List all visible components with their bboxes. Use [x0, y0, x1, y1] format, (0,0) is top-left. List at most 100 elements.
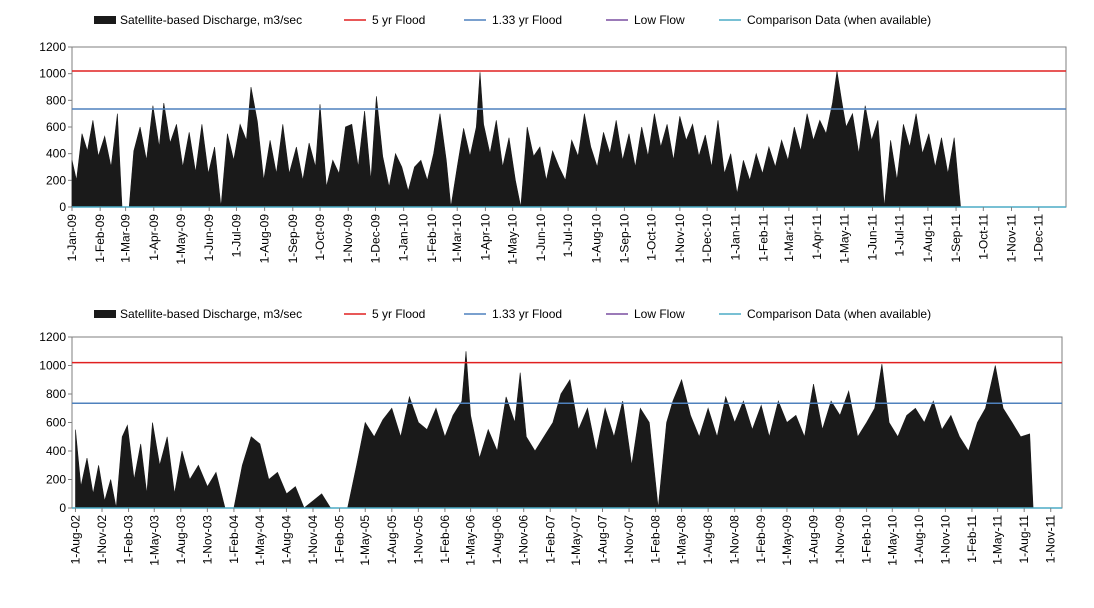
y-tick-label: 400 — [46, 444, 66, 458]
x-tick-label: 1-Feb-10 — [425, 214, 439, 263]
x-tick-label: 1-Nov-03 — [200, 515, 214, 565]
legend-item: 1.33 yr Flood — [464, 307, 562, 321]
x-tick-label: 1-Jul-09 — [230, 214, 244, 258]
y-tick-label: 600 — [46, 120, 66, 134]
x-tick-label: 1-Feb-07 — [543, 515, 557, 564]
x-tick-label: 1-Apr-11 — [810, 214, 824, 260]
x-tick-label: 1-Dec-11 — [1032, 214, 1046, 263]
x-tick-label: 1-Dec-10 — [700, 214, 714, 264]
x-axis: 1-Jan-09 1-Feb-09 1-Mar-09 1-Apr-09 1-May-09… — [65, 207, 1046, 265]
x-tick-label: 1-Jun-10 — [534, 214, 548, 262]
x-tick-label: 1-Jan-10 — [397, 214, 411, 262]
x-tick-label: 1-Nov-10 — [938, 515, 952, 565]
x-tick-label: 1-Feb-04 — [227, 515, 241, 564]
legend-label: Low Flow — [634, 307, 685, 321]
x-tick-label: 1-Nov-09 — [341, 214, 355, 264]
x-tick-label: 1-Feb-10 — [860, 515, 874, 564]
x-tick-label: 1-Aug-04 — [280, 515, 294, 565]
x-tick-label: 1-May-09 — [174, 214, 188, 265]
y-tick-label: 600 — [46, 416, 66, 430]
x-tick-label: 1-May-08 — [675, 515, 689, 566]
x-tick-label: 1-Feb-06 — [438, 515, 452, 564]
x-tick-label: 1-Feb-09 — [93, 214, 107, 263]
x-tick-label: 1-Aug-10 — [589, 214, 603, 264]
x-tick-label: 1-Nov-11 — [1044, 515, 1058, 564]
x-tick-label: 1-Oct-10 — [645, 214, 659, 261]
x-tick-label: 1-Jul-11 — [893, 214, 907, 257]
y-tick-label: 1200 — [39, 40, 66, 54]
x-tick-label: 1-Jul-10 — [561, 214, 575, 258]
x-tick-label: 1-Aug-08 — [701, 515, 715, 565]
x-tick-label: 1-Jun-09 — [202, 214, 216, 262]
legend-item: Comparison Data (when available) — [719, 13, 931, 27]
legend-label: Low Flow — [634, 13, 685, 27]
x-tick-label: 1-Nov-11 — [1005, 214, 1019, 263]
x-tick-label: 1-May-03 — [147, 515, 161, 566]
discharge-area — [75, 351, 1062, 509]
x-tick-label: 1-Aug-02 — [69, 515, 83, 565]
y-tick-label: 1000 — [39, 67, 66, 81]
x-tick-label: 1-Nov-05 — [411, 515, 425, 565]
legend-item: 5 yr Flood — [344, 13, 425, 27]
legend-item: 1.33 yr Flood — [464, 13, 562, 27]
x-tick-label: 1-Mar-10 — [450, 214, 464, 263]
x-tick-label: 1-Feb-03 — [122, 515, 136, 564]
x-tick-label: 1-Jan-09 — [65, 214, 79, 262]
legend-item: Low Flow — [606, 307, 685, 321]
legend-label: 1.33 yr Flood — [492, 13, 562, 27]
x-tick-label: 1-Feb-11 — [965, 515, 979, 563]
x-tick-label: 1-Aug-09 — [807, 515, 821, 565]
x-tick-label: 1-Aug-07 — [596, 515, 610, 565]
x-tick-label: 1-Aug-03 — [174, 515, 188, 565]
legend-label: Satellite-based Discharge, m3/sec — [120, 307, 302, 321]
x-tick-label: 1-May-11 — [837, 214, 851, 264]
x-tick-label: 1-Aug-09 — [258, 214, 272, 264]
x-tick-label: 1-Nov-09 — [833, 515, 847, 565]
x-tick-label: 1-Jun-11 — [866, 214, 880, 261]
legend: Satellite-based Discharge, m3/sec 5 yr Fl… — [94, 13, 931, 27]
y-tick-label: 200 — [46, 173, 66, 187]
x-tick-label: 1-Oct-09 — [313, 214, 327, 261]
x-tick-label: 1-Aug-11 — [921, 214, 935, 263]
y-tick-label: 400 — [46, 147, 66, 161]
y-axis: 0 200 400 600 800 1000 1200 — [39, 330, 72, 515]
chart-top: Satellite-based Discharge, m3/sec 5 yr Fl… — [39, 13, 1067, 265]
x-tick-label: 1-Sep-11 — [949, 214, 963, 263]
y-tick-label: 800 — [46, 93, 66, 107]
y-tick-label: 1200 — [39, 330, 66, 344]
legend-swatch — [94, 310, 116, 318]
x-tick-label: 1-Nov-02 — [95, 515, 109, 565]
x-tick-label: 1-Mar-11 — [782, 214, 796, 262]
x-tick-label: 1-Apr-10 — [478, 214, 492, 261]
legend-item: 5 yr Flood — [344, 307, 425, 321]
x-tick-label: 1-May-04 — [253, 515, 267, 566]
legend-item: Comparison Data (when available) — [719, 307, 931, 321]
x-tick-label: 1-May-09 — [780, 515, 794, 566]
x-tick-label: 1-Oct-11 — [976, 214, 990, 260]
x-tick-label: 1-Nov-08 — [728, 515, 742, 565]
x-tick-label: 1-Feb-05 — [333, 515, 347, 564]
x-tick-label: 1-Feb-09 — [754, 515, 768, 564]
x-tick-label: 1-Aug-10 — [912, 515, 926, 565]
x-tick-label: 1-Mar-09 — [119, 214, 133, 263]
legend-label: 1.33 yr Flood — [492, 307, 562, 321]
x-tick-label: 1-Nov-04 — [306, 515, 320, 565]
legend-swatch — [94, 16, 116, 24]
x-tick-label: 1-May-05 — [358, 515, 372, 566]
discharge-area — [71, 70, 1066, 208]
y-tick-label: 800 — [46, 387, 66, 401]
x-tick-label: 1-Nov-06 — [517, 515, 531, 565]
y-tick-label: 0 — [59, 501, 66, 515]
x-tick-label: 1-May-11 — [991, 515, 1005, 565]
x-tick-label: 1-Jan-11 — [728, 214, 742, 261]
x-tick-label: 1-Apr-09 — [147, 214, 161, 261]
x-tick-label: 1-May-10 — [885, 515, 899, 566]
x-tick-label: 1-Dec-09 — [369, 214, 383, 264]
x-tick-label: 1-Nov-10 — [673, 214, 687, 264]
x-tick-label: 1-Nov-07 — [622, 515, 636, 565]
legend-item: Satellite-based Discharge, m3/sec — [94, 307, 302, 321]
x-tick-label: 1-May-07 — [569, 515, 583, 566]
y-tick-label: 0 — [59, 200, 66, 214]
x-tick-label: 1-May-10 — [506, 214, 520, 265]
x-tick-label: 1-Aug-06 — [490, 515, 504, 565]
